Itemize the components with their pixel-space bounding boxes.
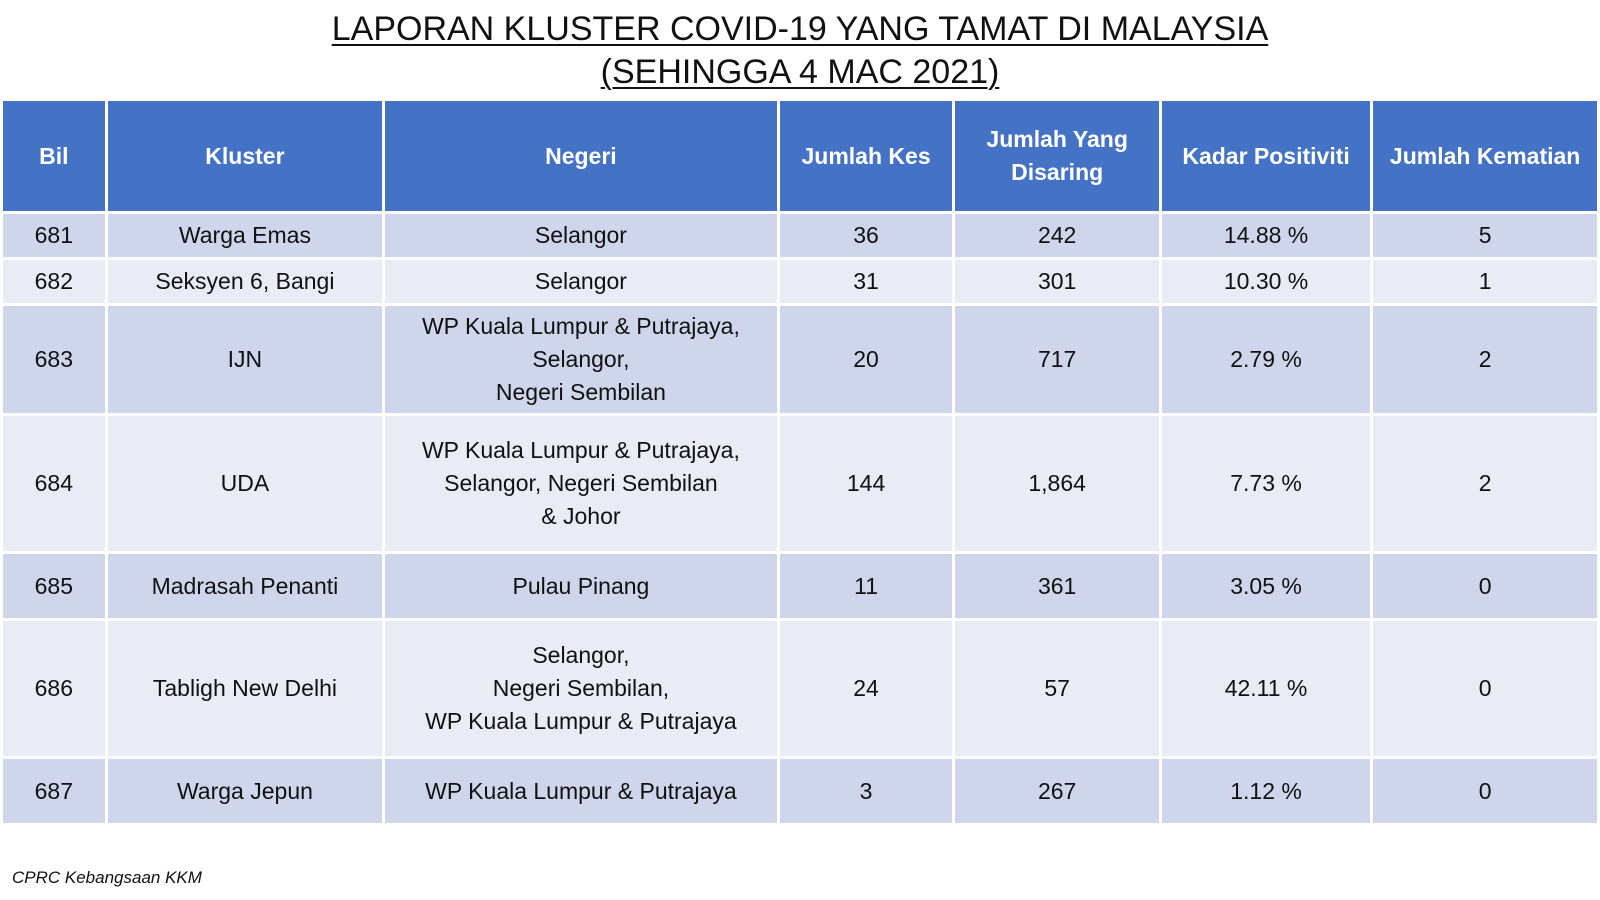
header-negeri: Negeri [385,101,777,211]
cell-bil: 685 [3,554,105,618]
cell-jumlah-kes: 24 [779,621,953,756]
cell-jumlah-kematian: 2 [1373,306,1597,413]
source-footer: CPRC Kebangsaan KKM [12,868,202,887]
cell-kadar-positiviti: 42.11 % [1161,621,1371,756]
cell-jumlah-kematian: 0 [1373,554,1597,618]
cell-negeri: Selangor, Negeri Sembilan, WP Kuala Lumpur… [385,621,777,756]
cell-negeri: WP Kuala Lumpur & Putrajaya [385,759,777,823]
table-row: 684 UDA WP Kuala Lumpur & Putrajaya, Selang… [3,416,1597,551]
table-body: 681 Warga Emas Selangor 36 242 14.88 % 5 682 Sek… [3,214,1597,823]
table-row: 687 Warga Jepun WP Kuala Lumpur & Putrajay… [3,759,1597,823]
cell-jumlah-kematian: 5 [1373,214,1597,257]
cell-jumlah-disaring: 301 [955,260,1159,303]
cell-negeri: WP Kuala Lumpur & Putrajaya, Selangor, Neg… [385,306,777,413]
cell-jumlah-disaring: 361 [955,554,1159,618]
cell-kadar-positiviti: 10.30 % [1161,260,1371,303]
cluster-table: Bil Kluster Negeri Jumlah Kes Jumlah Yan… [0,98,1600,826]
cell-kadar-positiviti: 7.73 % [1161,416,1371,551]
cell-kadar-positiviti: 1.12 % [1161,759,1371,823]
header-jumlah-disaring: Jumlah Yang Disaring [955,101,1159,211]
cell-jumlah-kematian: 2 [1373,416,1597,551]
header-bil: Bil [3,101,105,211]
cell-bil: 682 [3,260,105,303]
cell-jumlah-disaring: 57 [955,621,1159,756]
cell-jumlah-disaring: 267 [955,759,1159,823]
header-kluster: Kluster [107,101,383,211]
negeri-line: Selangor [534,268,627,294]
cell-jumlah-kes: 11 [779,554,953,618]
cell-bil: 686 [3,621,105,756]
cell-kluster: Warga Emas [107,214,383,257]
table-row: 683 IJN WP Kuala Lumpur & Putrajaya, Selang… [3,306,1597,413]
report-title: LAPORAN KLUSTER COVID-19 YANG TAMAT DI M… [0,0,1600,91]
cell-bil: 681 [3,214,105,257]
negeri-line: WP Kuala Lumpur & Putrajaya [425,777,737,804]
negeri-line: WP Kuala Lumpur & Putrajaya [425,708,737,734]
cell-kluster: Madrasah Penanti [107,554,383,618]
cell-kadar-positiviti: 2.79 % [1161,306,1371,413]
header-jumlah-disaring-line1: Jumlah Yang [986,126,1128,152]
negeri-line: Selangor, [532,346,630,372]
negeri-line: WP Kuala Lumpur & Putrajaya, [421,313,740,339]
cell-jumlah-kes: 3 [779,759,953,823]
header-kadar-positiviti: Kadar Positiviti [1161,101,1371,211]
cell-negeri: Selangor [385,214,777,257]
negeri-line: Negeri Sembilan, [492,675,670,701]
cell-negeri: Pulau Pinang [385,554,777,618]
cell-jumlah-kematian: 0 [1373,621,1597,756]
header-jumlah-kes: Jumlah Kes [779,101,953,211]
cell-negeri: WP Kuala Lumpur & Putrajaya, Selangor, Ne… [385,416,777,551]
cell-kluster: UDA [107,416,383,551]
table-row: 686 Tabligh New Delhi Selangor, Negeri Semb… [3,621,1597,756]
table-row: 685 Madrasah Penanti Pulau Pinang 11 361 3.05… [3,554,1597,618]
header-jumlah-disaring-line2: Disaring [1011,159,1104,185]
negeri-line: Selangor [534,222,627,248]
cell-bil: 687 [3,759,105,823]
cell-kluster: IJN [107,306,383,413]
cell-kadar-positiviti: 3.05 % [1161,554,1371,618]
cell-kadar-positiviti: 14.88 % [1161,214,1371,257]
negeri-line: Selangor, Negeri Sembilan [444,470,718,496]
header-jumlah-kematian: Jumlah Kematian [1373,101,1597,211]
cell-jumlah-disaring: 717 [955,306,1159,413]
cell-jumlah-disaring: 1,864 [955,416,1159,551]
negeri-line: Pulau Pinang [512,572,650,599]
cell-kluster: Tabligh New Delhi [107,621,383,756]
cell-jumlah-kes: 20 [779,306,953,413]
cell-bil: 684 [3,416,105,551]
cell-jumlah-kes: 36 [779,214,953,257]
cell-jumlah-kematian: 1 [1373,260,1597,303]
cell-kluster: Seksyen 6, Bangi [107,260,383,303]
negeri-line: & Johor [541,503,621,529]
cell-jumlah-kes: 31 [779,260,953,303]
negeri-line: WP Kuala Lumpur & Putrajaya, [421,437,740,463]
table-row: 681 Warga Emas Selangor 36 242 14.88 % 5 [3,214,1597,257]
negeri-line: Negeri Sembilan [495,379,666,405]
cell-bil: 683 [3,306,105,413]
table-row: 682 Seksyen 6, Bangi Selangor 31 301 10.30 % 1 [3,260,1597,303]
cell-kluster: Warga Jepun [107,759,383,823]
cell-jumlah-kematian: 0 [1373,759,1597,823]
title-line-2: (SEHINGGA 4 MAC 2021) [600,53,1000,91]
cell-negeri: Selangor [385,260,777,303]
cell-jumlah-disaring: 242 [955,214,1159,257]
cell-jumlah-kes: 144 [779,416,953,551]
negeri-line: Selangor, [532,642,630,668]
title-line-1: LAPORAN KLUSTER COVID-19 YANG TAMAT DI M… [331,10,1269,48]
header-row: Bil Kluster Negeri Jumlah Kes Jumlah Yan… [3,101,1597,211]
